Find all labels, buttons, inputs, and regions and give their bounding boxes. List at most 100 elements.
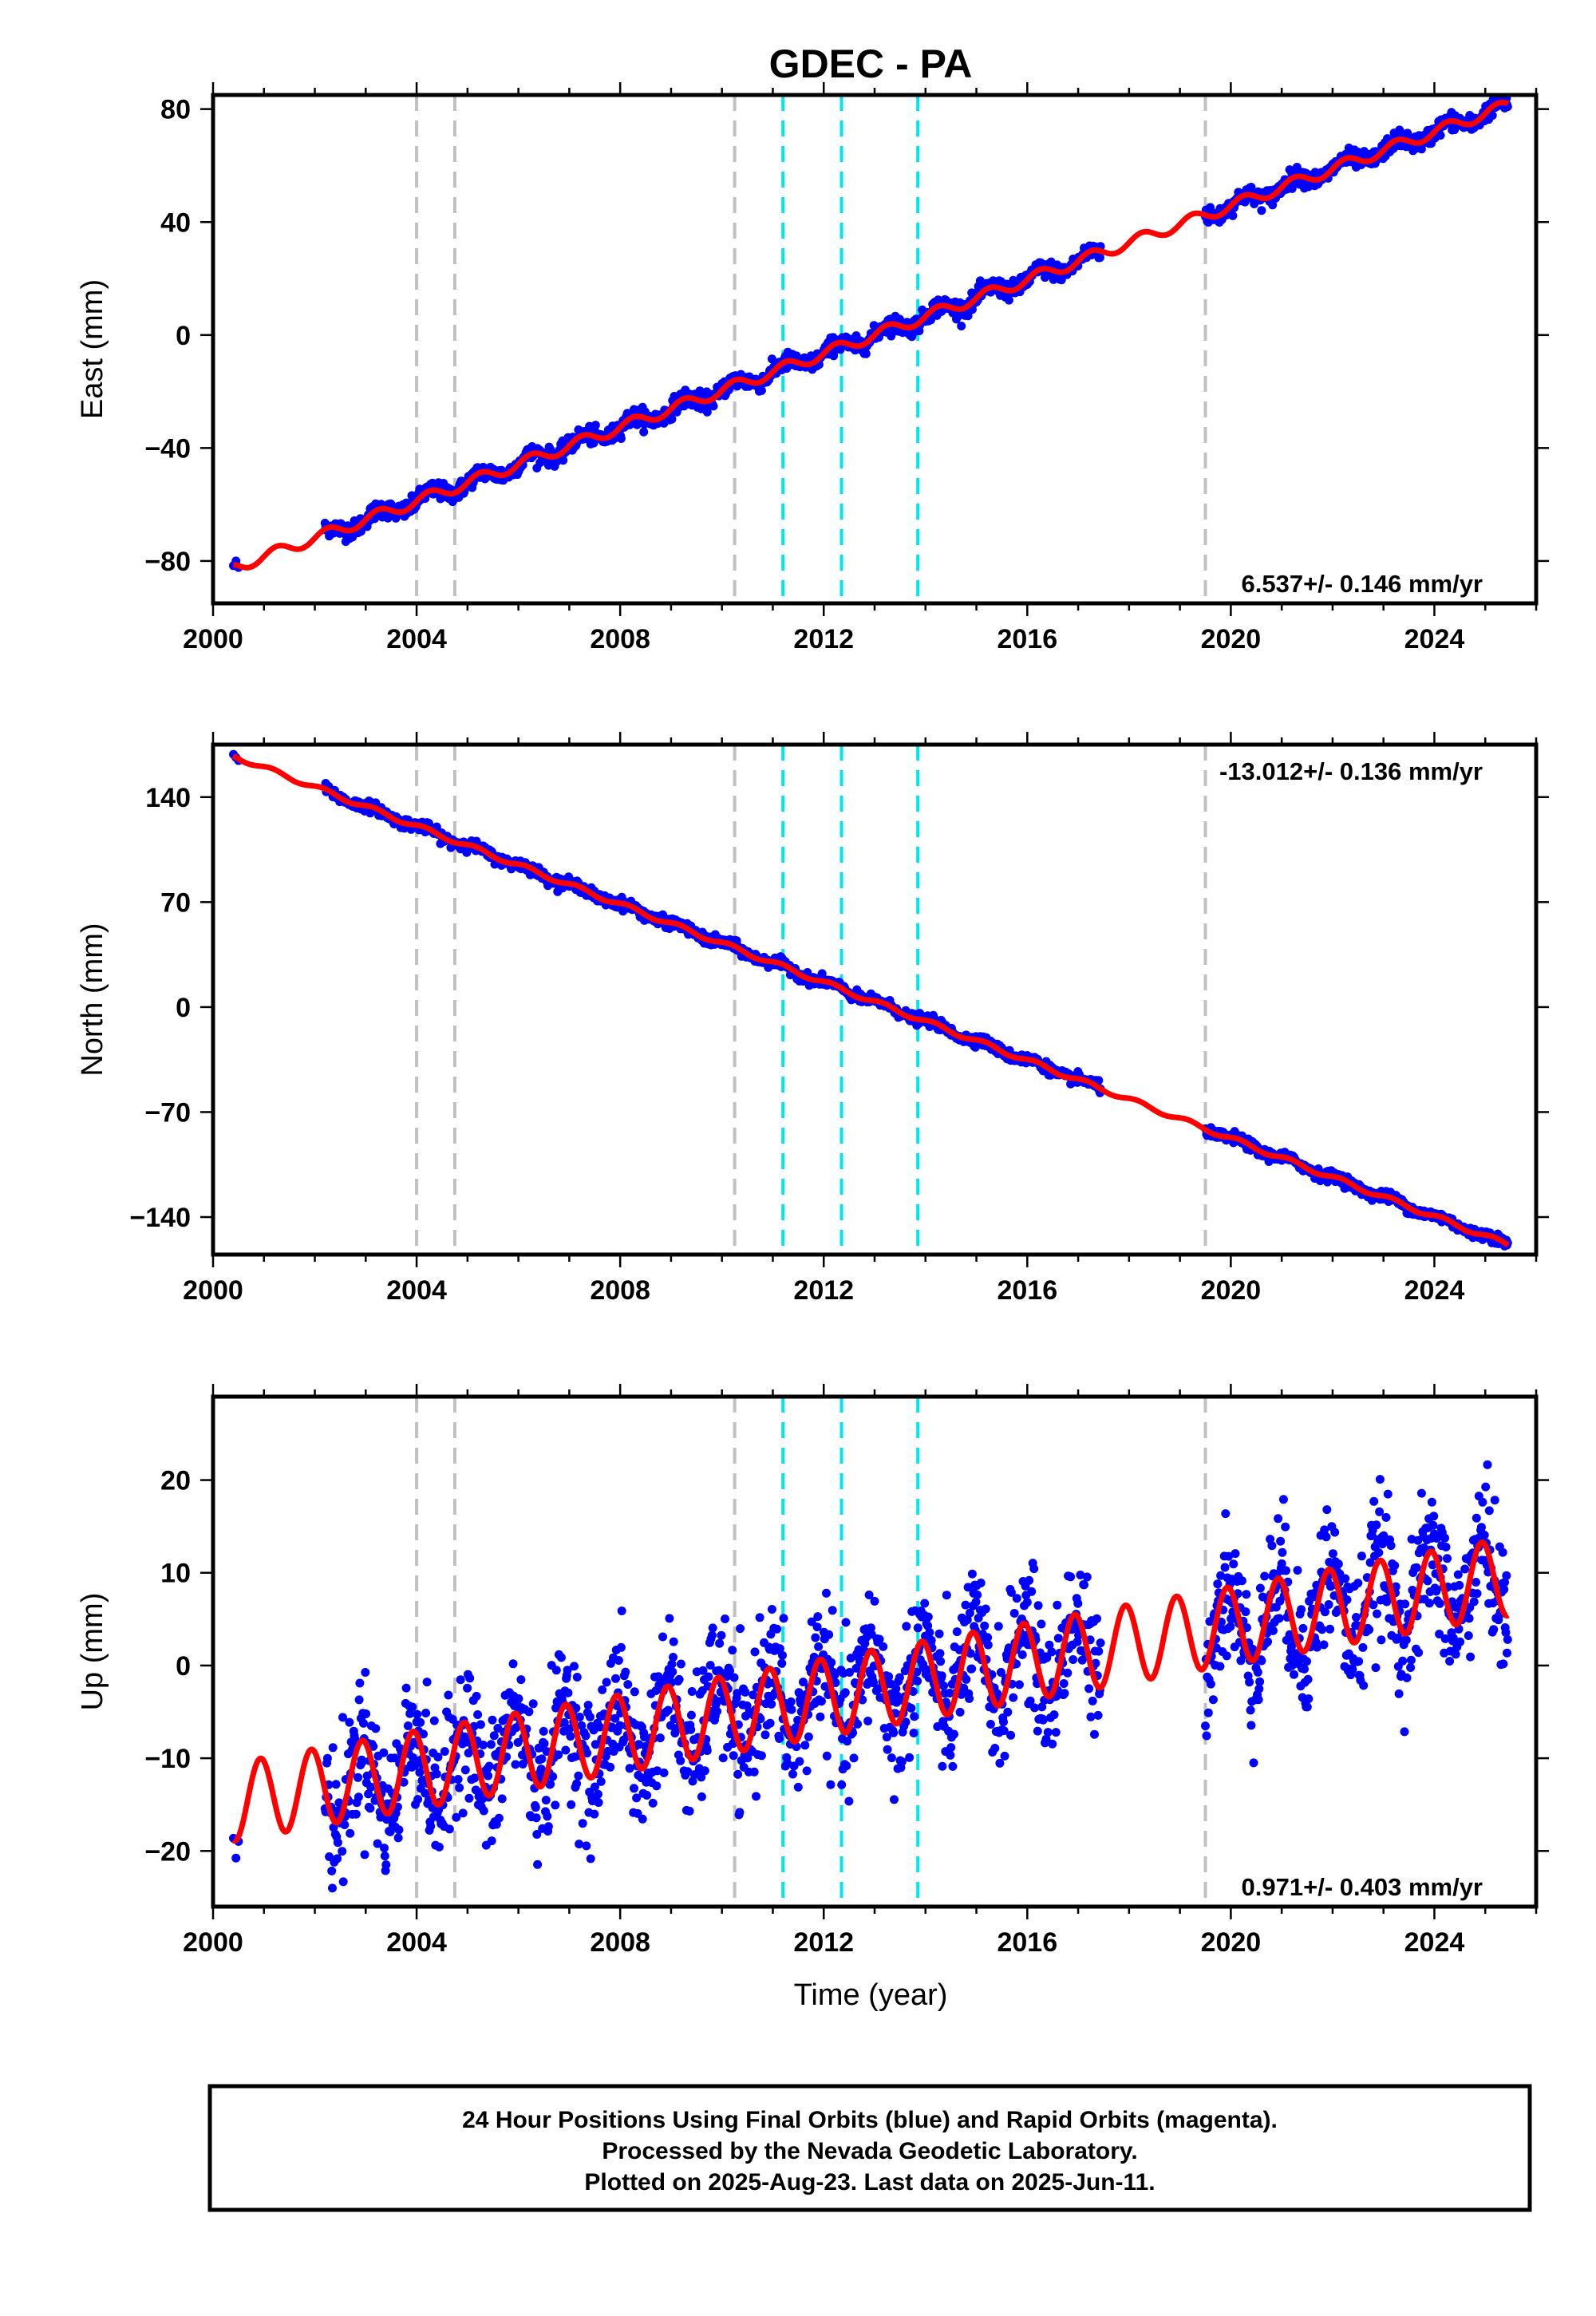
data-point-124 [394,1825,404,1835]
data-point-275 [486,1740,496,1749]
data-point-735 [767,1605,776,1614]
data-point-1045 [957,322,966,330]
data-point-1267 [1092,1614,1101,1623]
data-point-658 [721,1614,729,1623]
data-point-26 [334,1798,344,1808]
data-point-380 [551,1800,560,1810]
data-point-69 [361,1668,370,1677]
data-point-1254 [1084,1684,1094,1694]
data-point-1176 [1037,1619,1046,1629]
data-point-683 [736,1624,745,1634]
data-point-438 [586,1854,595,1863]
data-point-1093 [986,1720,995,1729]
data-point-223 [455,1783,464,1792]
data-point-525 [639,427,649,437]
data-point-1009 [934,1629,944,1638]
y-tick-label: −140 [129,1203,191,1233]
data-point-1153 [1022,1598,1032,1607]
data-point-1171 [1033,1601,1043,1611]
data-point-44 [346,1828,355,1838]
data-point-225 [456,1675,465,1685]
data-point-1031 [948,1761,958,1771]
data-point-484 [614,1656,623,1665]
data-point-824 [822,1588,831,1598]
data-point-629 [702,1746,712,1756]
data-point-479 [611,1674,620,1683]
data-point-251 [472,1691,481,1701]
data-point-337 [524,1707,534,1717]
data-point-973 [913,1676,922,1686]
data-point-311 [508,1659,518,1669]
data-point-1145 [1017,1650,1027,1659]
data-point-101 [380,1852,389,1861]
data-point-1193 [1047,1647,1057,1657]
data-point-828 [824,1630,834,1639]
data-point-54 [351,1809,361,1819]
fit-line [232,99,1510,571]
data-point-960 [905,1753,915,1762]
data-point-934 [889,1728,899,1737]
data-point-390 [556,1653,566,1662]
data-point-1214 [1060,1689,1069,1698]
data-point-276 [487,1836,496,1846]
data-point-670 [728,1646,737,1655]
data-point-349 [531,1813,541,1823]
x-tick-label-2000: 2000 [183,624,243,654]
data-point-1213 [1059,1679,1069,1688]
data-point-792 [802,1766,812,1776]
data-point-1126 [1006,1730,1016,1740]
data-point-437 [585,1712,595,1721]
data-point-1270 [1094,1076,1104,1085]
data-point-1043 [955,1707,965,1717]
data-point-1282 [1206,203,1215,212]
data-point-488 [616,434,626,443]
data-point-968 [910,1712,919,1721]
data-point-89 [373,1839,382,1848]
data-point-382 [551,1666,561,1675]
data-point-825 [822,1751,832,1761]
data-point-24 [333,1838,342,1848]
data-point-780 [795,1757,804,1766]
data-point-1106 [994,1622,1003,1631]
data-point-1219 [1063,1668,1073,1678]
data-point-446 [591,421,600,430]
data-point-1123 [1004,295,1013,305]
data-point-190 [434,1842,444,1852]
data-point-221 [453,1775,463,1784]
data-point-397 [561,1745,571,1755]
data-point-415 [572,1779,582,1788]
data-point-288 [494,1813,504,1823]
data-point-1121 [1003,1707,1013,1717]
data-point-1659 [1436,131,1445,140]
data-point-832 [827,1658,836,1667]
data-point-706 [749,1767,759,1777]
data-point-1100 [990,1744,1000,1753]
data-point-1077 [976,1579,986,1587]
data-point-434 [583,1701,593,1710]
data-point-16 [328,1743,338,1753]
data-point-320 [514,1694,523,1703]
fit-line [231,753,1510,1248]
data-point-154 [413,1709,422,1719]
data-point-806 [811,1633,820,1642]
data-point-1063 [967,1569,977,1579]
data-point-565 [663,1705,673,1715]
panel-2: 2000 2004 2008 2012 2016 2020 2024−140−7007014… [76,732,1549,1306]
data-point-1236 [1073,1599,1083,1608]
data-point-239 [464,1793,474,1803]
data-point-1140 [1014,1680,1024,1690]
data-point-229 [458,1808,468,1818]
data-point-530 [642,1791,652,1800]
data-point-1033 [950,1729,958,1739]
data-point-158 [415,1768,425,1777]
data-point-585 [676,1756,685,1765]
data-point-57 [354,1773,363,1782]
data-point-324 [516,1675,526,1685]
panel-1: 2000 2004 2008 2012 2016 2020 2024−80−4004080E… [76,82,1549,654]
data-point-1197 [1049,1710,1059,1720]
data-point-1319 [1228,211,1238,220]
data-point-362 [539,1739,549,1749]
data-point-425 [578,1819,587,1828]
data-point-495 [621,1667,630,1677]
